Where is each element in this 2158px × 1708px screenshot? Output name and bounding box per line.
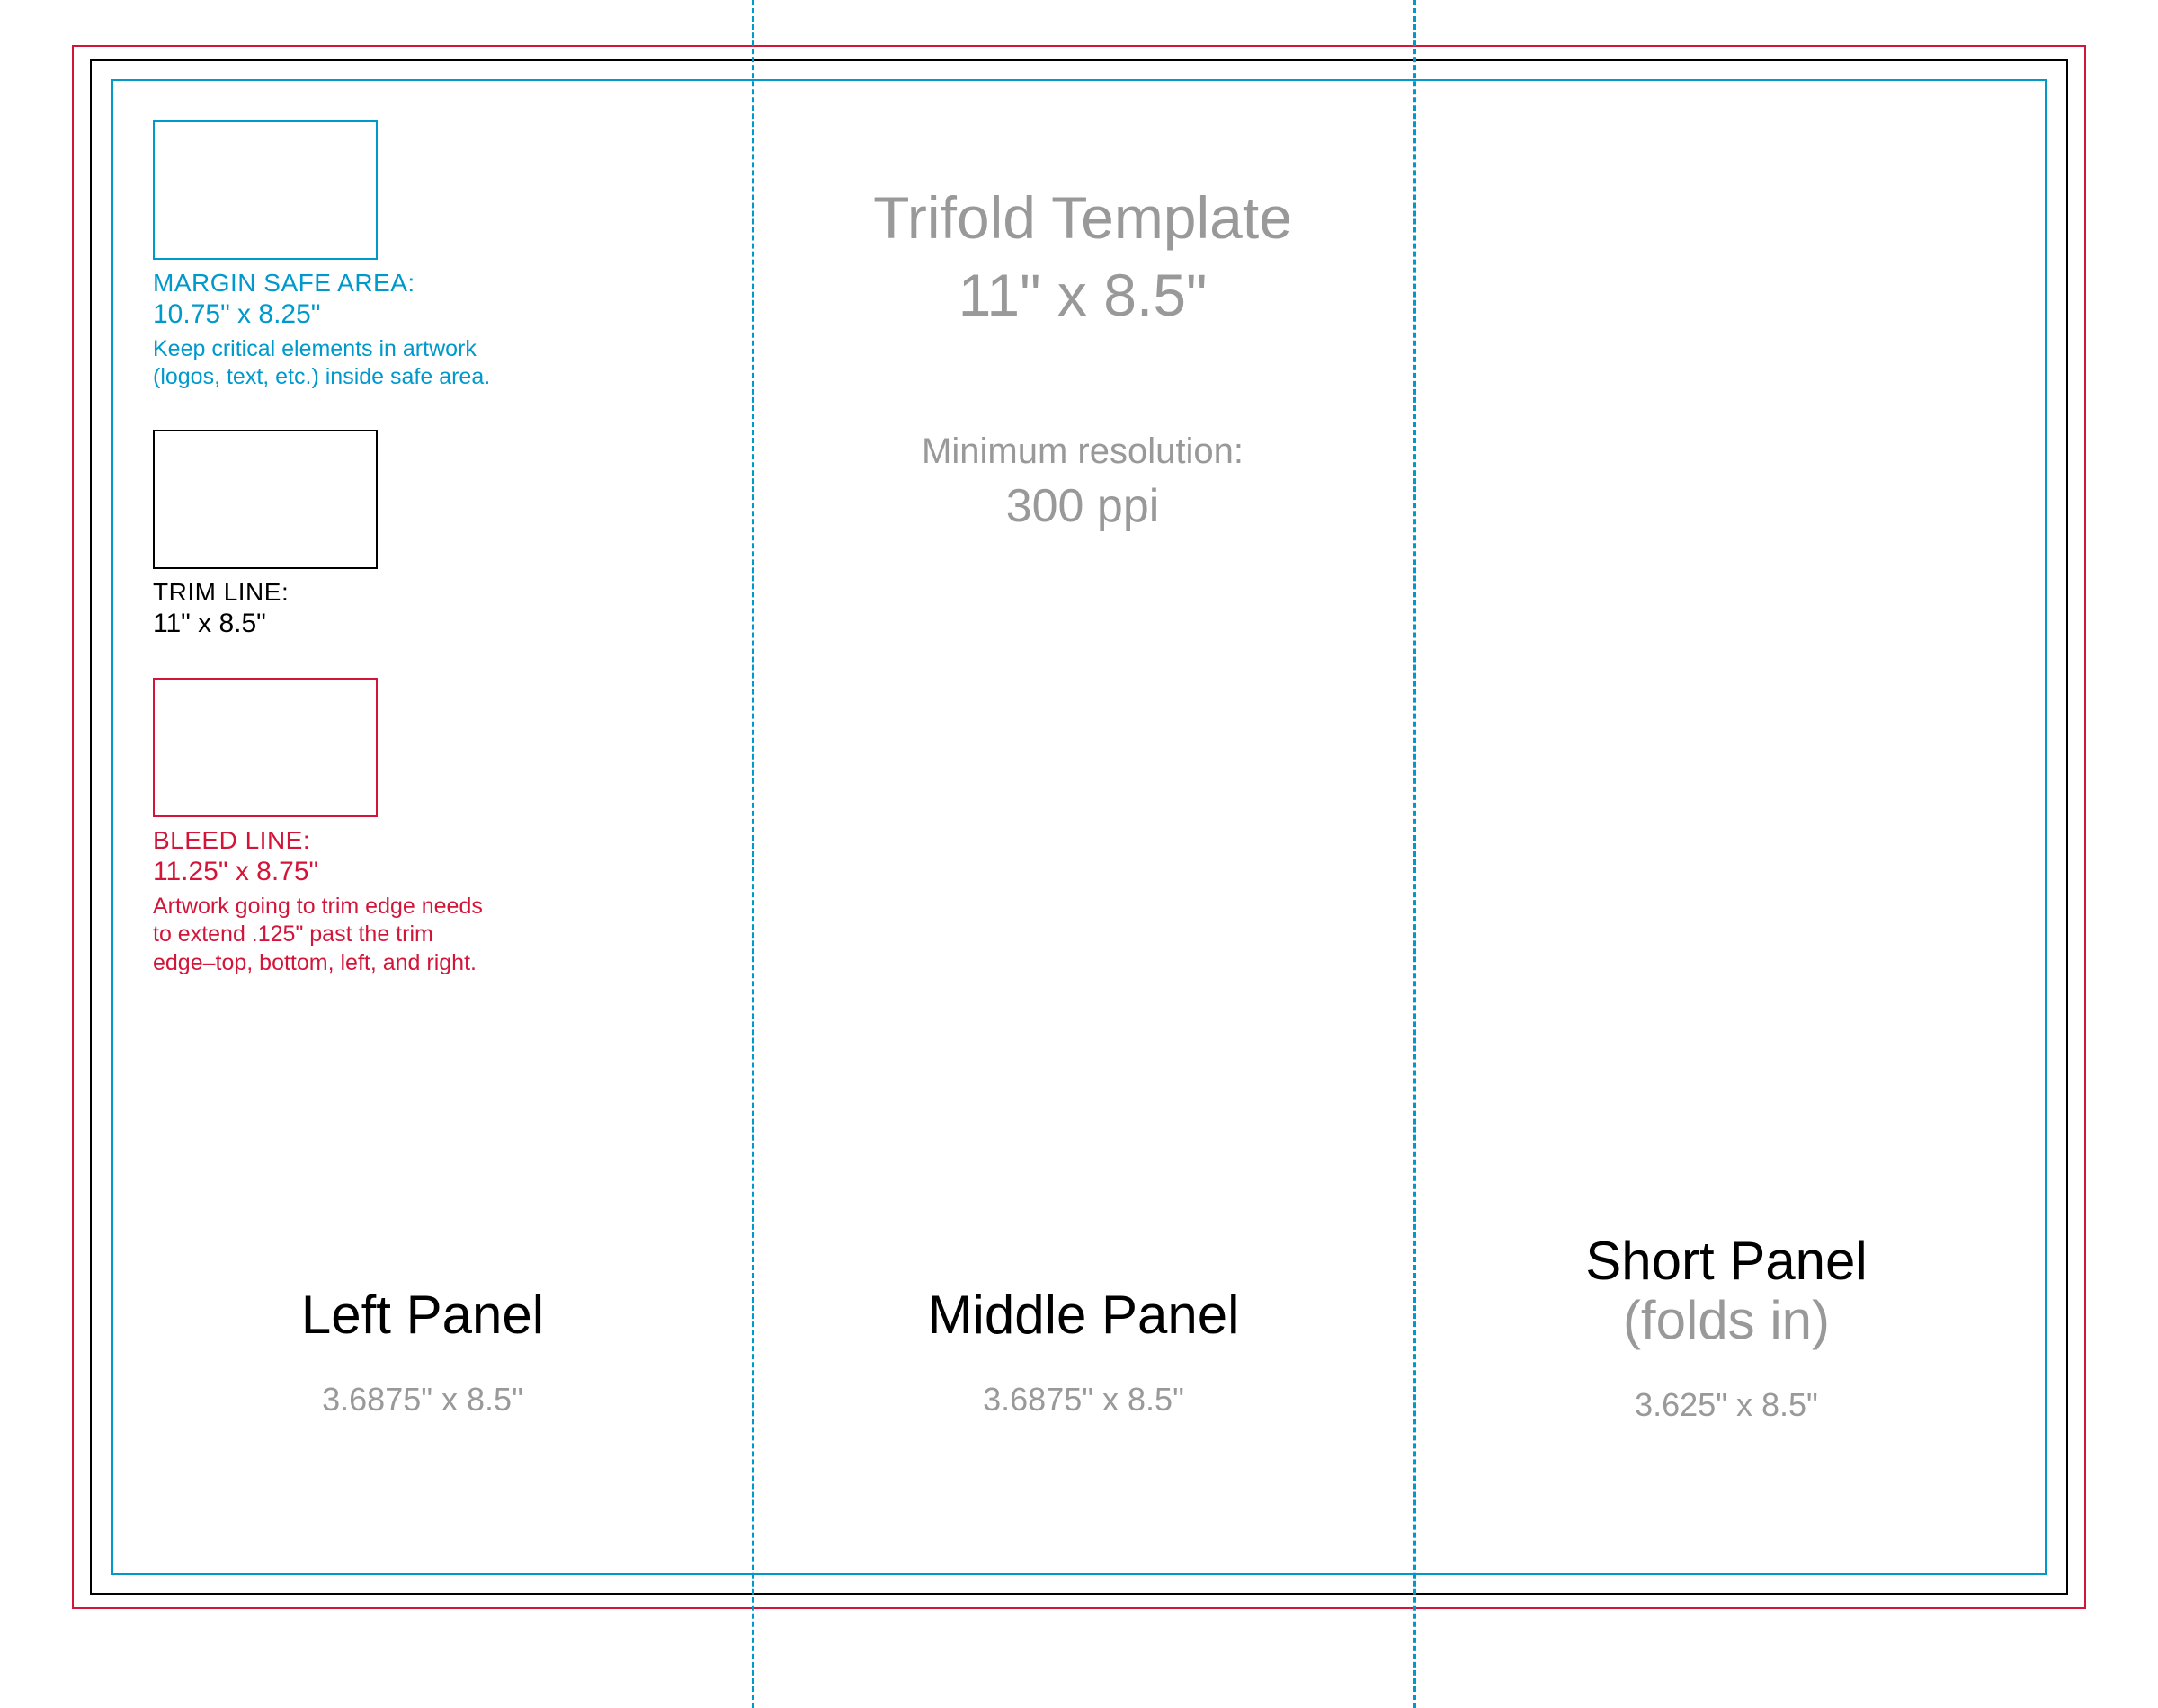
resolution-block: Minimum resolution: 300 ppi <box>752 431 1413 533</box>
panel-middle-name: Middle Panel <box>814 1285 1353 1345</box>
panel-left-name: Left Panel <box>153 1285 692 1345</box>
legend-trim-box <box>153 430 378 569</box>
panel-left-dims: 3.6875" x 8.5" <box>153 1381 692 1419</box>
legend-safe-desc: Keep critical elements in artwork (logos… <box>153 335 495 392</box>
panel-short-label: Short Panel (folds in) 3.625" x 8.5" <box>1457 1232 1996 1424</box>
panel-middle-dims: 3.6875" x 8.5" <box>814 1381 1353 1419</box>
legend-trim-title: TRIM LINE: <box>153 578 378 607</box>
legend-safe-box <box>153 120 378 260</box>
template-title-line2: 11" x 8.5" <box>752 257 1413 334</box>
legend-bleed-title: BLEED LINE: <box>153 826 495 855</box>
legend-bleed-dims: 11.25" x 8.75" <box>153 857 495 887</box>
legend-bleed-desc: Artwork going to trim edge needs to exte… <box>153 893 495 977</box>
panel-middle-label: Middle Panel 3.6875" x 8.5" <box>814 1285 1353 1419</box>
legend-safe-dims: 10.75" x 8.25" <box>153 299 495 330</box>
legend-bleed: BLEED LINE: 11.25" x 8.75" Artwork going… <box>153 678 495 977</box>
panel-short-dims: 3.625" x 8.5" <box>1457 1386 1996 1424</box>
resolution-value: 300 ppi <box>752 479 1413 533</box>
resolution-label: Minimum resolution: <box>752 431 1413 472</box>
legend-safe-area: MARGIN SAFE AREA: 10.75" x 8.25" Keep cr… <box>153 120 495 392</box>
template-title-block: Trifold Template 11" x 8.5" <box>752 180 1413 334</box>
fold-line-2 <box>1413 0 1416 1708</box>
panel-short-sub: (folds in) <box>1457 1291 1996 1350</box>
legend-trim-dims: 11" x 8.5" <box>153 609 378 639</box>
template-title-line1: Trifold Template <box>752 180 1413 257</box>
panel-left-label: Left Panel 3.6875" x 8.5" <box>153 1285 692 1419</box>
panel-short-name: Short Panel <box>1457 1232 1996 1291</box>
legend-trim: TRIM LINE: 11" x 8.5" <box>153 430 378 639</box>
legend-bleed-box <box>153 678 378 817</box>
legend-safe-title: MARGIN SAFE AREA: <box>153 269 495 298</box>
